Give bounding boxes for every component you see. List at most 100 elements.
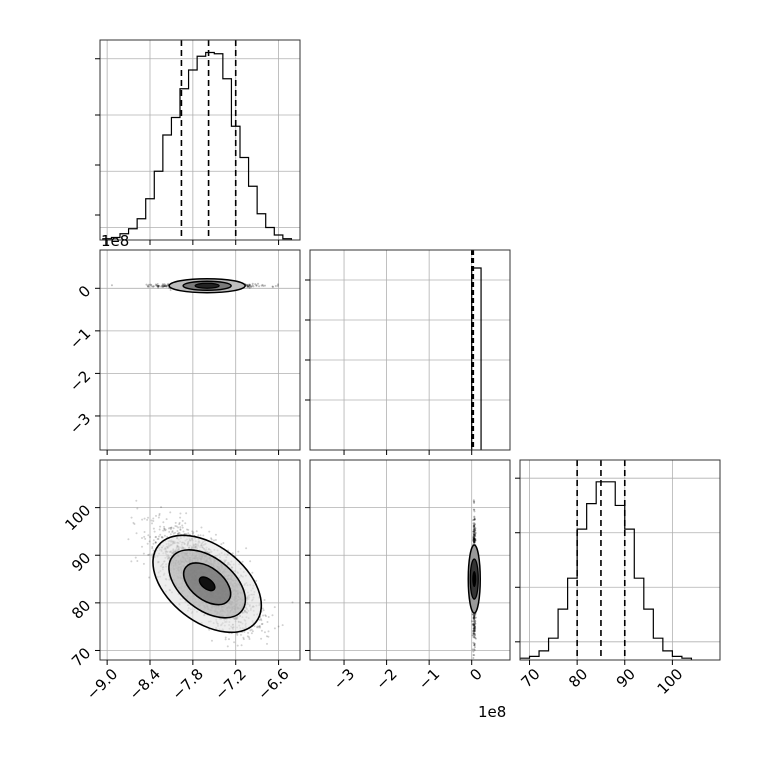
param3-vs-param2-sample [472,532,475,535]
param3-vs-param1-sample [267,630,270,633]
param2-vs-param1-sample [163,283,166,286]
param3-vs-param2-sample [474,538,477,541]
param3-vs-param1-sample [260,637,263,640]
param3-vs-param2-sample [473,537,476,540]
param3-vs-param1-sample [172,527,175,530]
param3-vs-param1-sample [163,529,166,532]
param3-vs-param2-sample [473,540,476,543]
param3-vs-param1-sample [148,576,151,579]
param3-vs-param1-sample [239,633,242,636]
param2-vs-param1-sample [261,283,264,286]
hist-param3-frame [519,459,721,661]
param3-vs-param2-sample [473,530,476,533]
param3-vs-param2-sample [472,530,475,533]
offset-label-param2-x: 1e8 [478,703,506,721]
param2-vs-param1-ytick-label: −3 [66,410,94,438]
param3-vs-param2-sample [474,636,477,639]
param3-vs-param2-sample [473,526,476,529]
param3-vs-param2-sample [473,537,476,540]
param3-vs-param2-sample [473,529,476,532]
param3-vs-param1-sample [202,534,205,537]
param3-vs-param2-sample [473,633,476,636]
param3-vs-param1-sample [157,516,160,519]
param3-vs-param2-sample [473,642,476,645]
param3-vs-param2-sample [473,518,476,521]
param2-vs-param1-sample [150,284,153,287]
param3-vs-param1-sample [262,609,265,612]
param3-vs-param2-sample [471,648,474,651]
param3-vs-param1-sample [130,560,133,563]
param3-vs-param2-sample [472,540,475,543]
param3-vs-param2-sample [472,630,475,633]
param3-vs-param2-sample [472,539,475,542]
param3-vs-param2-sample [472,636,475,639]
param3-vs-param1-sample [248,637,251,640]
param3-vs-param1-sample [170,526,173,529]
param3-vs-param1-sample [261,622,264,625]
param3-vs-param1-ytick-label: 70 [68,644,94,670]
param3-vs-param2-sample [472,533,475,536]
param3-vs-param2-contour-inner [472,571,477,588]
param3-vs-param1-sample [220,543,223,546]
param3-vs-param1-sample [171,531,174,534]
param3-vs-param1-sample [177,526,180,529]
param3-vs-param1-sample [156,537,159,540]
param3-vs-param2-sample [473,628,476,631]
param3-vs-param1-sample [224,636,227,639]
param3-vs-param1-sample [154,541,157,544]
param3-vs-param2-sample [473,619,476,622]
param3-vs-param1-sample [151,553,154,556]
param3-vs-param2-sample [472,622,475,625]
param3-vs-param2-sample [473,525,476,528]
param3-vs-param2-sample [473,501,476,504]
param2-vs-param1-sample [145,283,148,286]
param3-vs-param2-sample [473,644,476,647]
param3-vs-param2-sample [473,642,476,645]
param3-vs-param1-sample [158,528,161,531]
param3-vs-param2-sample [473,632,476,635]
param3-vs-param1-sample [127,538,130,541]
param3-vs-param2-xtick-label: −3 [330,665,358,693]
param2-vs-param1-ytick-label: −1 [66,324,94,352]
param3-vs-param1-sample [152,517,155,520]
param3-vs-param1-sample [259,617,262,620]
param3-vs-param2-sample [472,632,475,635]
param3-vs-param2-sample [474,626,477,629]
param3-vs-param1-sample [177,531,180,534]
param3-vs-param2-sample [473,534,476,537]
param3-vs-param1-sample [172,532,175,535]
param2-vs-param1-sample [146,284,149,287]
param3-vs-param2-sample [472,620,475,623]
param3-vs-param2-sample [472,538,475,541]
param3-vs-param1-sample [130,516,133,519]
param3-vs-param2-sample [473,515,476,518]
param3-vs-param2-sample [473,614,476,617]
param3-vs-param1-sample [177,532,180,535]
param3-vs-param2-sample [472,528,475,531]
param2-vs-param1-sample [157,284,160,287]
param3-vs-param2-sample [473,623,476,626]
param3-vs-param1-sample [195,530,198,533]
param3-vs-param2-sample [473,523,476,526]
param3-vs-param1-sample [199,534,202,537]
param3-vs-param1-sample [261,607,264,610]
param2-vs-param1-sample [161,283,164,286]
param2-vs-param1-sample [245,284,248,287]
param3-vs-param1-xtick-label: −8.4 [126,665,164,703]
param3-vs-param2-sample [474,613,477,616]
param3-vs-param2-sample [472,650,475,653]
param3-vs-param1-sample [185,512,188,515]
param3-vs-param1-contour-inner [198,576,216,592]
param3-vs-param1-sample [143,530,146,533]
param3-vs-param1-sample [169,511,172,514]
param3-vs-param1-sample [200,526,203,529]
param3-vs-param1-sample [243,630,246,633]
param3-vs-param2-sample [473,618,476,621]
param3-vs-param1-sample [210,639,213,642]
param2-vs-param1-sample [161,284,164,287]
param3-vs-param2-sample [473,630,476,633]
param2-vs-param1-sample [166,284,169,287]
param3-vs-param1-sample [191,532,194,535]
param3-vs-param2-sample [472,537,475,540]
param3-vs-param1-sample [263,598,266,601]
